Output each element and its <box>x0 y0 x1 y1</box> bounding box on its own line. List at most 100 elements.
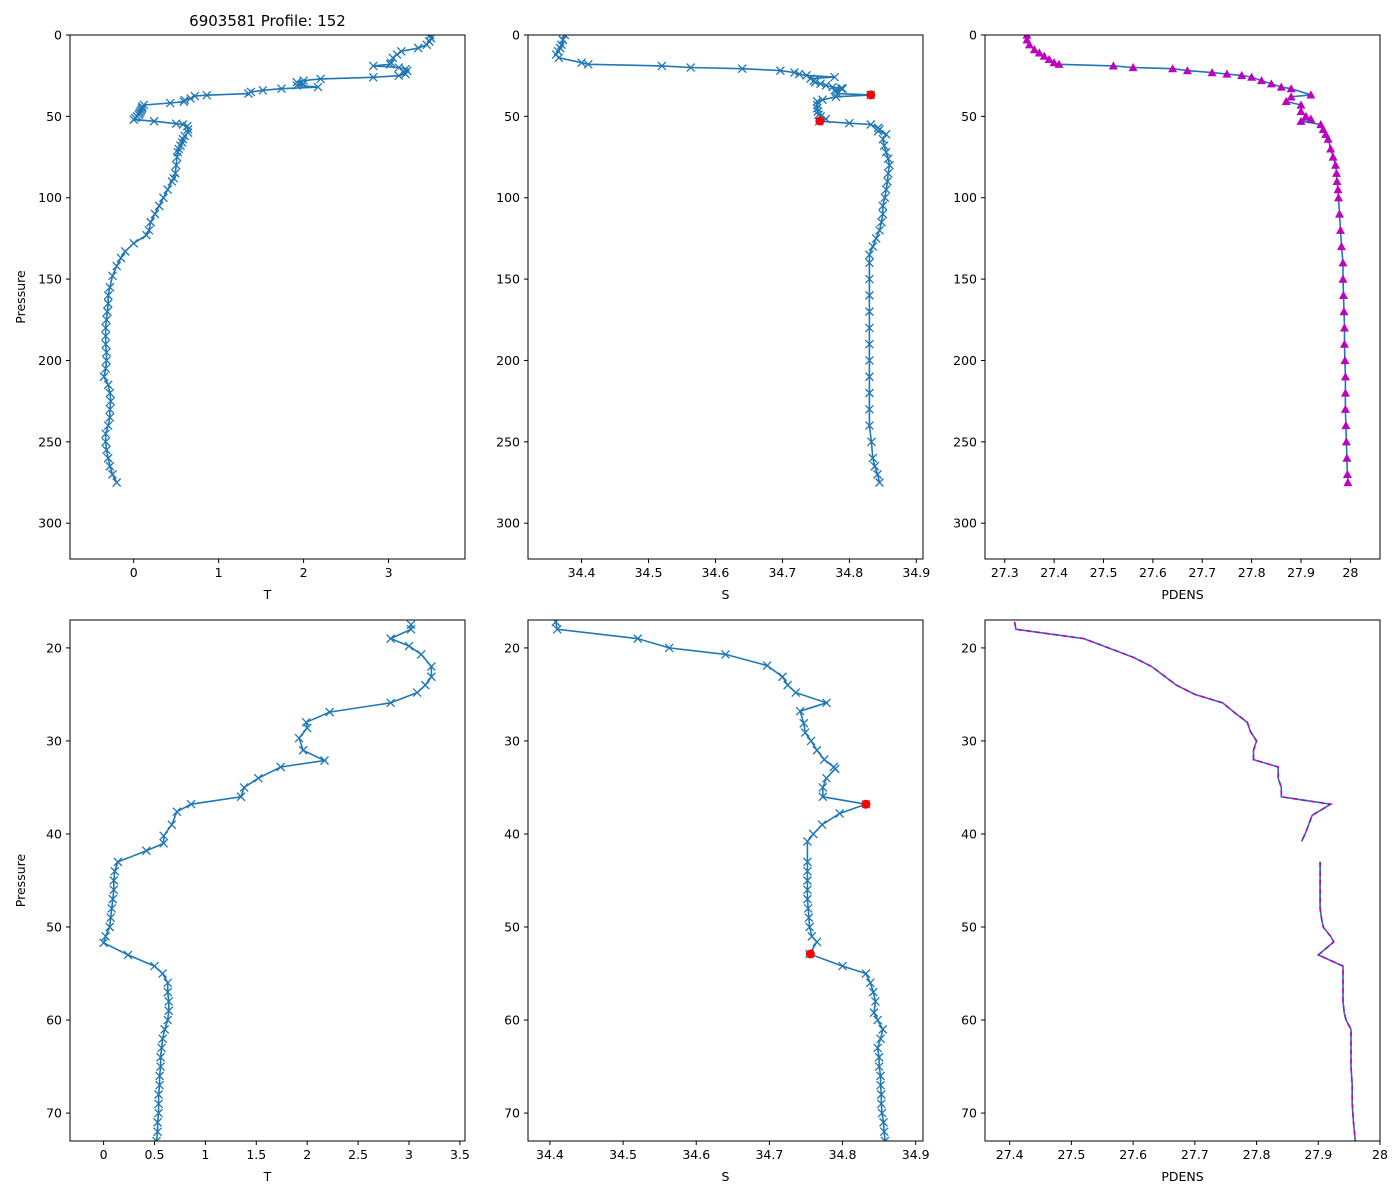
y-tick-label: 50 <box>504 109 520 124</box>
data-point <box>791 688 801 698</box>
x-axis-label: S <box>722 587 730 602</box>
y-tick-label: 250 <box>953 434 977 449</box>
axes-bottom_s: 34.4 34.5 34.6 34.7 34.8 34.9 20 30 40 50 60 70 S <box>504 619 930 1184</box>
axes-bottom_t: 0 0.5 1 1.5 2 2.5 3 3.5 20 30 40 50 60 70 T Pressure <box>13 619 470 1184</box>
data-point <box>163 987 173 997</box>
x-tick-label: 34.6 <box>702 565 730 580</box>
data-point <box>844 118 854 128</box>
data-point <box>158 1034 168 1044</box>
data-point <box>107 903 117 913</box>
data-point <box>762 661 772 671</box>
data-point <box>103 299 113 308</box>
data-point <box>1168 64 1178 73</box>
x-tick-label: 34.4 <box>568 565 596 580</box>
data-point <box>299 79 309 89</box>
y-tick-label: 0 <box>969 28 977 43</box>
data-point <box>879 1117 888 1127</box>
data-point <box>1207 68 1217 77</box>
data-point <box>239 783 249 792</box>
data-point <box>778 672 788 682</box>
data-point <box>802 836 812 846</box>
y-tick-label: 20 <box>504 640 520 655</box>
x-tick-label: 1.5 <box>246 1147 266 1162</box>
data-point <box>810 77 820 87</box>
data-point <box>1335 209 1345 218</box>
data-point <box>137 102 147 112</box>
y-tick-label: 100 <box>953 190 977 205</box>
data-point <box>1306 114 1316 123</box>
y-tick-label: 30 <box>46 733 62 748</box>
data-point <box>1296 106 1306 116</box>
data-point <box>821 80 831 90</box>
data-point <box>1024 40 1034 49</box>
data-point <box>1281 96 1291 105</box>
data-point <box>105 461 115 471</box>
data-point <box>800 728 810 738</box>
data-point <box>881 129 891 139</box>
data-point <box>101 364 111 374</box>
data-point <box>108 469 117 479</box>
data-point <box>243 89 253 99</box>
data-point <box>864 388 874 398</box>
x-tick-label: 27.5 <box>1057 1147 1085 1162</box>
data-point <box>1128 63 1138 72</box>
data-point <box>802 894 812 904</box>
data-point <box>633 634 643 644</box>
data-point <box>865 978 875 988</box>
data-point <box>101 331 111 341</box>
y-tick-label: 60 <box>504 1013 520 1028</box>
data-point <box>101 429 111 439</box>
x-tick-label: 27.8 <box>1238 565 1266 580</box>
data-point <box>154 1099 164 1109</box>
data-point <box>426 672 436 682</box>
data-point <box>821 698 831 708</box>
y-tick-label: 200 <box>496 353 520 368</box>
data-point <box>877 217 886 227</box>
flagged-point <box>861 799 871 809</box>
data-point <box>873 1043 883 1053</box>
data-point <box>368 61 378 71</box>
y-tick-label: 40 <box>504 826 520 841</box>
axes-frame <box>69 34 466 560</box>
x-tick-label: 27.8 <box>1243 1147 1271 1162</box>
data-point <box>258 85 268 95</box>
flagged-point <box>815 116 825 126</box>
data-point <box>156 1052 166 1062</box>
data-point <box>864 258 874 268</box>
data-point <box>1342 469 1352 478</box>
data-point <box>160 1024 170 1034</box>
data-point <box>864 404 874 414</box>
data-point <box>794 69 804 79</box>
y-tick-label: 50 <box>961 920 977 935</box>
x-tick-label: 34.8 <box>835 565 863 580</box>
x-tick-label: 27.9 <box>1287 565 1315 580</box>
data-point <box>876 1080 886 1090</box>
data-point <box>401 69 410 79</box>
data-point <box>404 641 414 651</box>
axes-frame <box>527 34 924 560</box>
data-point <box>406 624 416 634</box>
x-tick-label: 1 <box>201 1147 209 1162</box>
data-point <box>1341 421 1351 430</box>
data-point <box>153 1117 163 1127</box>
data-point <box>866 437 876 447</box>
data-point <box>871 233 881 243</box>
data-point <box>292 80 302 90</box>
data-point <box>394 71 404 81</box>
data-point <box>163 1015 173 1025</box>
data-point <box>412 688 422 698</box>
axes-frame <box>527 619 924 1142</box>
data-point <box>109 876 119 885</box>
data-point <box>103 380 113 390</box>
data-point <box>253 773 263 783</box>
data-point <box>880 193 890 203</box>
data-point <box>101 339 111 349</box>
data-point <box>416 649 426 659</box>
x-axis-label: S <box>722 1169 730 1184</box>
x-tick-label: 3.5 <box>450 1147 470 1162</box>
data-point <box>879 1127 889 1137</box>
data-point <box>164 1006 174 1016</box>
data-point <box>302 723 312 733</box>
data-point <box>292 77 302 87</box>
